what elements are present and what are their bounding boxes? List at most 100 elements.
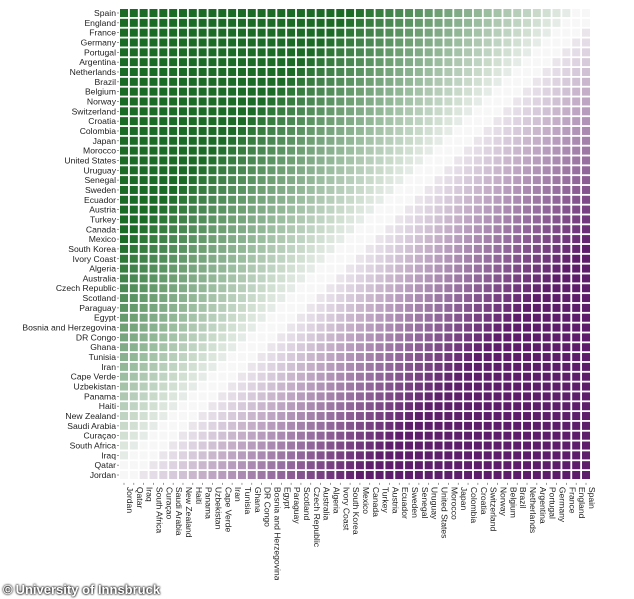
heatmap-cell xyxy=(424,195,433,204)
heatmap-cell xyxy=(178,166,187,175)
heatmap-cell xyxy=(473,313,482,322)
heatmap-cell xyxy=(129,392,138,401)
heatmap-cell xyxy=(424,77,433,86)
heatmap-cell xyxy=(405,58,414,67)
heatmap-cell xyxy=(267,156,276,165)
row-label: Japan xyxy=(93,136,117,146)
heatmap-cell xyxy=(208,323,217,332)
heatmap-cell xyxy=(454,117,463,126)
heatmap-cell xyxy=(365,362,374,371)
heatmap-cell xyxy=(473,185,482,194)
heatmap-cell xyxy=(326,412,335,421)
heatmap-cell xyxy=(198,117,207,126)
heatmap-cell xyxy=(395,441,404,450)
heatmap-cell xyxy=(523,333,532,342)
heatmap-cell xyxy=(188,471,197,480)
heatmap-cell xyxy=(149,343,158,352)
heatmap-cell xyxy=(169,254,178,263)
heatmap-cell xyxy=(188,126,197,135)
heatmap-cell xyxy=(375,274,384,283)
heatmap-cell xyxy=(237,205,246,214)
heatmap-cell xyxy=(542,431,551,440)
heatmap-cell xyxy=(503,343,512,352)
heatmap-cell xyxy=(287,117,296,126)
heatmap-cell xyxy=(218,402,227,411)
heatmap-cell xyxy=(365,9,374,17)
heatmap-cell xyxy=(532,244,541,253)
heatmap-cell xyxy=(464,382,473,391)
heatmap-cell xyxy=(129,235,138,244)
heatmap-cell xyxy=(120,284,128,293)
heatmap-cell xyxy=(582,392,591,401)
heatmap-cell xyxy=(552,254,561,263)
heatmap-cell xyxy=(287,126,296,135)
heatmap-cell xyxy=(296,353,305,362)
heatmap-cell xyxy=(444,235,453,244)
heatmap-cell xyxy=(434,412,443,421)
heatmap-cell xyxy=(493,372,502,381)
heatmap-cell xyxy=(178,323,187,332)
heatmap-cell xyxy=(169,176,178,185)
heatmap-cell xyxy=(532,126,541,135)
heatmap-cell xyxy=(395,195,404,204)
heatmap-cell xyxy=(208,136,217,145)
heatmap-cell xyxy=(306,97,315,106)
heatmap-cell xyxy=(208,274,217,283)
heatmap-cell xyxy=(346,18,355,27)
heatmap-cell xyxy=(188,225,197,234)
heatmap-cell xyxy=(395,156,404,165)
heatmap-cell xyxy=(129,9,138,17)
heatmap-cell xyxy=(188,382,197,391)
heatmap-cell xyxy=(120,166,128,175)
heatmap-cell xyxy=(218,323,227,332)
heatmap-cell xyxy=(513,353,522,362)
heatmap-cell xyxy=(277,441,286,450)
heatmap-cell xyxy=(296,333,305,342)
heatmap-cell xyxy=(129,77,138,86)
heatmap-cell xyxy=(326,264,335,273)
row-label: Argentina xyxy=(79,57,116,67)
heatmap-cell xyxy=(218,9,227,17)
heatmap-cell xyxy=(444,136,453,145)
heatmap-cell xyxy=(513,264,522,273)
heatmap-cell xyxy=(188,333,197,342)
heatmap-cell xyxy=(493,382,502,391)
column-label: England xyxy=(577,487,587,519)
heatmap-cell xyxy=(473,303,482,312)
heatmap-cell xyxy=(218,274,227,283)
heatmap-cell xyxy=(326,451,335,460)
heatmap-cell xyxy=(483,225,492,234)
heatmap-cell xyxy=(228,362,237,371)
heatmap-cell xyxy=(464,9,473,17)
heatmap-cell xyxy=(434,77,443,86)
heatmap-cell xyxy=(542,9,551,17)
heatmap-cell xyxy=(542,87,551,96)
heatmap-cell xyxy=(247,235,256,244)
heatmap-cell xyxy=(493,412,502,421)
heatmap-cell xyxy=(444,372,453,381)
heatmap-cell xyxy=(424,18,433,27)
row-label: Haiti xyxy=(99,401,116,411)
heatmap-cell xyxy=(326,372,335,381)
heatmap-cell xyxy=(149,372,158,381)
heatmap-cell xyxy=(365,225,374,234)
heatmap-cell xyxy=(346,146,355,155)
heatmap-cell xyxy=(188,264,197,273)
heatmap-cell xyxy=(385,176,394,185)
heatmap-cell xyxy=(326,343,335,352)
heatmap-cell xyxy=(542,343,551,352)
heatmap-cell xyxy=(296,392,305,401)
heatmap-cell xyxy=(178,9,187,17)
heatmap-cell xyxy=(513,67,522,76)
heatmap-cell xyxy=(178,235,187,244)
heatmap-cell xyxy=(395,274,404,283)
row-label: Portugal xyxy=(84,47,116,57)
heatmap-cell xyxy=(513,18,522,27)
heatmap-cell xyxy=(277,451,286,460)
heatmap-cell xyxy=(582,58,591,67)
heatmap-cell xyxy=(434,264,443,273)
heatmap-cell xyxy=(257,136,266,145)
heatmap-cell xyxy=(473,412,482,421)
heatmap-cell xyxy=(247,136,256,145)
heatmap-cell xyxy=(218,77,227,86)
